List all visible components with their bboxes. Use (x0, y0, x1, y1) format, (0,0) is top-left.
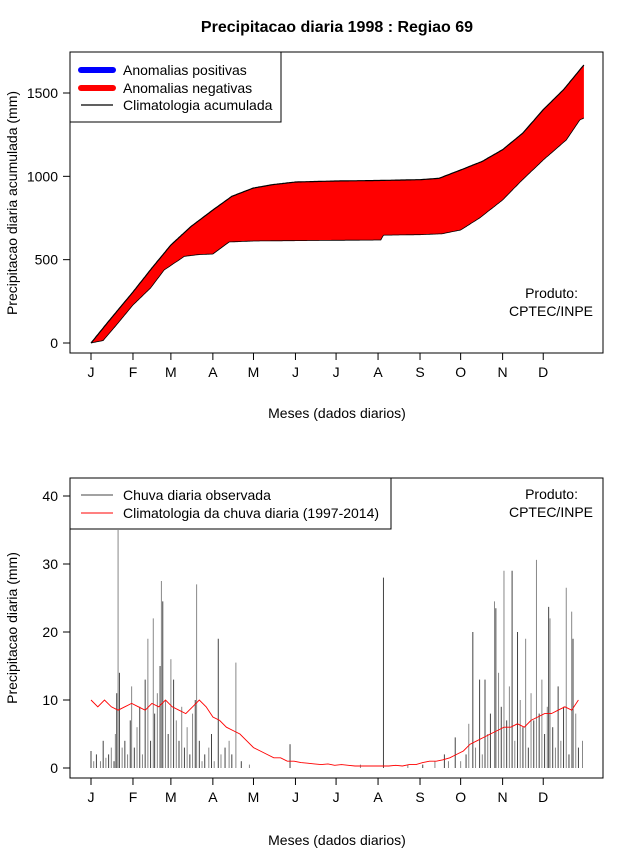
chart-title: Precipitacao diaria 1998 : Regiao 69 (201, 19, 473, 36)
y-axis-label: Precipitacao diaria (mm) (4, 552, 20, 704)
x-tick-label: D (538, 364, 548, 380)
legend-label: Climatologia acumulada (123, 97, 273, 113)
daily-chart: J F M A M J J A S O N D 0 10 20 30 40 Meses (dados diari… (4, 477, 604, 848)
observed-cumulative-line (90, 117, 585, 344)
legend: Anomalias positivas Anomalias negativas … (69, 51, 282, 123)
x-tick-label: F (129, 364, 138, 380)
y-tick-label: 0 (50, 335, 58, 351)
y-tick-label: 500 (35, 252, 59, 268)
annotation-produto: Produto: (525, 486, 578, 502)
x-tick-label: M (248, 364, 260, 380)
x-tick-label: J (88, 364, 95, 380)
legend-label: Anomalias negativas (123, 80, 252, 96)
legend: Chuva diaria observada Climatologia da c… (69, 477, 392, 530)
x-tick-label: N (498, 789, 508, 805)
legend-label: Chuva diaria observada (123, 487, 271, 503)
y-tick-label: 20 (42, 624, 58, 640)
y-axis-label: Precipitacao diaria acumulada (mm) (4, 91, 20, 315)
y-tick-label: 1500 (27, 85, 58, 101)
x-tick-label: J (292, 364, 299, 380)
x-tick-label: O (455, 364, 466, 380)
x-tick-label: J (88, 789, 95, 805)
climatology-daily-line (90, 699, 579, 767)
y-tick-label: 40 (42, 488, 58, 504)
legend-label: Anomalias positivas (123, 62, 247, 78)
x-tick-label: A (208, 364, 218, 380)
annotation-cptec: CPTEC/INPE (509, 303, 593, 319)
x-tick-label: M (248, 789, 260, 805)
x-tick-label: O (455, 789, 466, 805)
x-tick-label: N (498, 364, 508, 380)
cumulative-chart: J F M A M J J A S O N D 0 500 1000 1500 Meses (dados di… (4, 51, 604, 421)
legend-label: Climatologia da chuva diaria (1997-2014) (123, 505, 379, 521)
x-tick-label: J (292, 789, 299, 805)
x-tick-label: S (415, 789, 424, 805)
x-tick-label: J (333, 789, 340, 805)
y-tick-label: 1000 (27, 168, 58, 184)
y-tick-label: 0 (50, 760, 58, 776)
x-tick-label: M (165, 789, 177, 805)
annotation-cptec: CPTEC/INPE (509, 504, 593, 520)
x-tick-label: M (165, 364, 177, 380)
x-axis-label: Meses (dados diarios) (268, 405, 406, 421)
x-tick-label: J (333, 364, 340, 380)
y-tick-label: 30 (42, 556, 58, 572)
x-tick-label: A (208, 789, 218, 805)
climatology-cumulative-line (90, 64, 585, 344)
negative-anomaly-area (91, 65, 584, 343)
y-tick-label: 10 (42, 692, 58, 708)
x-axis-label: Meses (dados diarios) (268, 832, 406, 848)
x-tick-label: A (373, 789, 383, 805)
x-tick-label: A (373, 364, 383, 380)
annotation-produto: Produto: (525, 285, 578, 301)
x-tick-label: S (415, 364, 424, 380)
x-tick-label: F (129, 789, 138, 805)
x-tick-label: D (538, 789, 548, 805)
